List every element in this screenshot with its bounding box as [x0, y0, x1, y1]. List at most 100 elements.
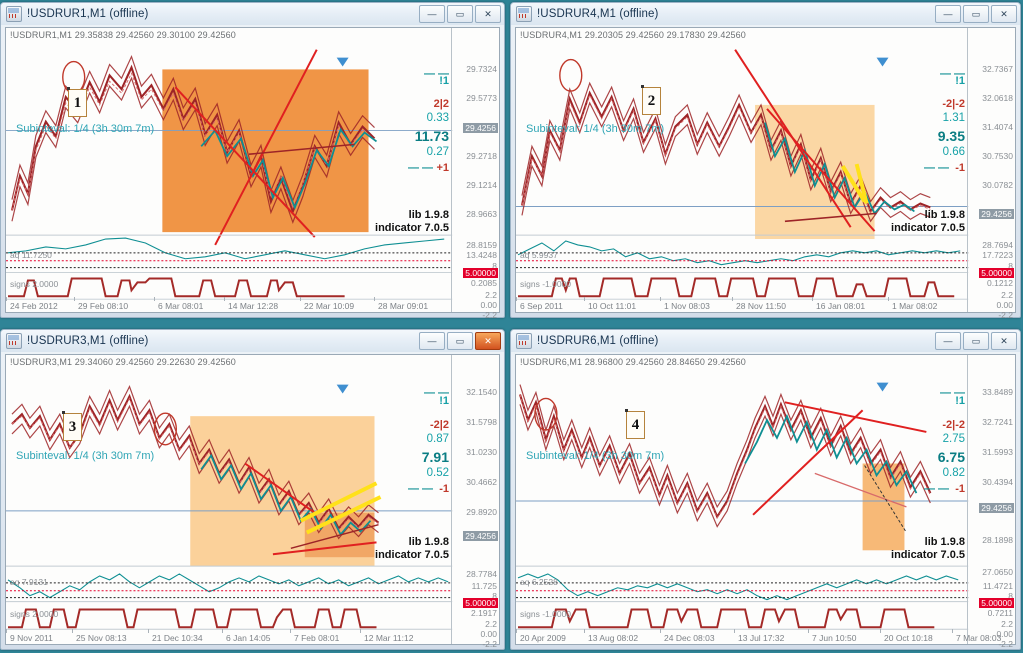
minimize-icon: — [427, 8, 437, 19]
y-tick: 29.5773 [466, 93, 497, 103]
x-label: 1 Mar 08:02 [887, 297, 938, 311]
chart-area-3[interactable]: !USDRUR3,M1 29.34060 29.42560 29.22630 2… [5, 354, 500, 649]
chart-area-2[interactable]: !USDRUR4,M1 29.20305 29.42560 29.17830 2… [515, 27, 1016, 320]
price-axis[interactable]: 32.7367 32.0618 31.4074 30.7530 30.0782 … [967, 28, 1015, 320]
maximize-button[interactable]: ▭ [447, 5, 473, 23]
y-tick-sub1-level: 5.00000 [463, 598, 498, 608]
quote-line: !USDRUR3,M1 29.34060 29.42560 29.22630 2… [10, 357, 236, 367]
quote-line: !USDRUR6,M1 28.96800 29.42560 28.84650 2… [520, 357, 746, 367]
minimize-icon: — [943, 8, 953, 19]
lib-version: lib 1.9.8 [924, 536, 965, 548]
info-dash-top: — — [939, 387, 965, 399]
y-tick: 32.7241 [982, 417, 1013, 427]
x-label: 22 Mar 10:09 [299, 297, 355, 311]
price-plot [516, 382, 969, 630]
close-button[interactable]: ✕ [475, 5, 501, 23]
close-button[interactable]: ✕ [991, 5, 1017, 23]
x-label: 21 Dec 10:34 [148, 629, 203, 643]
panel-marker: 1 [67, 87, 87, 117]
subpanel-signs-label: signs -1.0000 [520, 609, 572, 619]
chart-area-1[interactable]: !USDRUR1,M1 29.35838 29.42560 29.30100 2… [5, 27, 500, 320]
info-dash-bottom: — — [923, 483, 949, 495]
window-title: !USDRUR3,M1 (offline) [27, 335, 149, 347]
x-label: 7 Feb 08:01 [289, 629, 340, 643]
window-titlebar[interactable]: !USDRUR6,M1 (offline) — ▭ ✕ [511, 330, 1020, 352]
minimize-button[interactable]: — [935, 332, 961, 350]
minimize-button[interactable]: — [419, 5, 445, 23]
window-controls[interactable]: — ▭ ✕ [935, 5, 1017, 23]
y-tick-sub2: -2.2 [482, 639, 497, 649]
maximize-button[interactable]: ▭ [963, 332, 989, 350]
price-axis[interactable]: 29.7324 29.5773 29.4256 29.2718 29.1214 … [451, 28, 499, 320]
info-bars: -2|-2 [942, 419, 965, 431]
y-tick-sub1: 11.4721 [982, 581, 1013, 591]
x-label: 13 Jul 17:32 [733, 629, 785, 643]
quote-line: !USDRUR4,M1 29.20305 29.42560 29.17830 2… [520, 30, 746, 40]
time-axis[interactable]: 24 Feb 2012 29 Feb 08:10 6 Mar 08:01 14 … [6, 297, 452, 311]
y-tick: 28.7694 [982, 240, 1013, 250]
x-label: 20 Oct 10:18 [880, 629, 933, 643]
lib-version: lib 1.9.8 [408, 209, 449, 221]
window-titlebar[interactable]: !USDRUR3,M1 (offline) — ▭ ✕ [1, 330, 504, 352]
info-signal: -1 [955, 483, 965, 495]
window-titlebar[interactable]: !USDRUR1,M1 (offline) — ▭ ✕ [1, 3, 504, 25]
window-controls[interactable]: — ▭ ✕ [935, 332, 1017, 350]
info-f1: !1 [955, 75, 965, 87]
maximize-button[interactable]: ▭ [963, 5, 989, 23]
x-label: 6 Jan 14:05 [221, 629, 271, 643]
maximize-icon: ▭ [971, 8, 981, 19]
x-label: 9 Nov 2011 [6, 629, 53, 643]
y-tick-current: 29.4256 [463, 531, 498, 541]
y-tick-sub1: 0.7211 [987, 608, 1013, 618]
y-tick-sub2: 0.00 [996, 300, 1013, 310]
minimize-button[interactable]: — [935, 5, 961, 23]
chart-window-2[interactable]: !USDRUR4,M1 (offline) — ▭ ✕ !USDRUR4,M1 … [510, 2, 1021, 320]
y-tick: 32.7367 [982, 64, 1013, 74]
maximize-button[interactable]: ▭ [447, 332, 473, 350]
price-axis[interactable]: 33.8489 32.7241 31.5993 30.4394 29.4256 … [967, 355, 1015, 649]
y-tick: 32.0618 [982, 93, 1013, 103]
window-titlebar[interactable]: !USDRUR4,M1 (offline) — ▭ ✕ [511, 3, 1020, 25]
info-f1: !1 [955, 395, 965, 407]
lib-version: lib 1.9.8 [408, 536, 449, 548]
info-signal: -1 [439, 483, 449, 495]
subpanel-aq-label: aq 5.9937 [520, 250, 558, 260]
info-value-main: 11.73 [414, 128, 449, 144]
y-tick-sub1: 8 [1008, 591, 1013, 601]
window-controls[interactable]: — ▭ ✕ [419, 5, 501, 23]
chart-area-4[interactable]: !USDRUR6,M1 28.96800 29.42560 28.84650 2… [515, 354, 1016, 649]
info-dash-bottom: — — [407, 483, 433, 495]
panel-marker: 3 [62, 411, 82, 441]
chart-window-1[interactable]: !USDRUR1,M1 (offline) — ▭ ✕ !USDRUR1,M1 … [0, 2, 505, 320]
x-label: 14 Mar 12:28 [223, 297, 279, 311]
close-button[interactable]: ✕ [475, 332, 501, 350]
info-bars: -2|-2 [942, 98, 965, 110]
y-tick-sub2: -2.2 [482, 310, 497, 320]
info-f1: !1 [439, 75, 449, 87]
y-tick: 30.4662 [466, 477, 497, 487]
y-tick: 31.5993 [982, 447, 1013, 457]
info-dash-top: — — [423, 68, 449, 80]
y-tick-sub1: 8 [492, 591, 497, 601]
y-tick-sub2: 2.2 [485, 619, 497, 629]
time-axis[interactable]: 6 Sep 2011 10 Oct 11:01 1 Nov 08:03 28 N… [516, 297, 968, 311]
chart-window-4[interactable]: !USDRUR6,M1 (offline) — ▭ ✕ !USDRUR6,M1 … [510, 329, 1021, 650]
chart-window-3[interactable]: !USDRUR3,M1 (offline) — ▭ ✕ !USDRUR3,M1 … [0, 329, 505, 650]
time-axis[interactable]: 20 Apr 2009 13 Aug 08:02 24 Dec 08:03 13… [516, 629, 1001, 643]
y-tick-sub1-level: 5.00000 [463, 268, 498, 278]
panel-marker: 4 [625, 409, 645, 439]
maximize-icon: ▭ [455, 335, 465, 346]
price-axis[interactable]: 32.1540 31.5798 31.0230 30.4662 29.8920 … [451, 355, 499, 649]
time-axis[interactable]: 9 Nov 2011 25 Nov 08:13 21 Dec 10:34 6 J… [6, 629, 452, 643]
subinterval-label: Subinteval: 1/4 (3h 30m 7m) [526, 123, 665, 135]
info-bars: 2|2 [433, 98, 449, 110]
y-tick: 29.7324 [466, 64, 497, 74]
y-tick-sub1: 17.7223 [982, 250, 1013, 260]
info-bars: -2|2 [430, 419, 449, 431]
minimize-button[interactable]: — [419, 332, 445, 350]
subpanel-aq-label: aq 11.7250 [10, 250, 52, 260]
close-button[interactable]: ✕ [991, 332, 1017, 350]
info-signal: -1 [955, 162, 965, 174]
window-controls[interactable]: — ▭ ✕ [419, 332, 501, 350]
indicator-version: indicator 7.0.5 [375, 549, 449, 561]
